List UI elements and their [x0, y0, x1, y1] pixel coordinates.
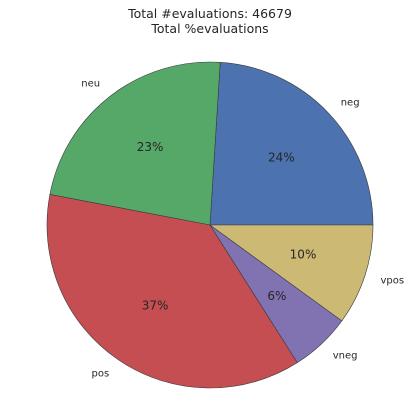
chart-title-line-2: Total %evaluations: [151, 21, 269, 36]
slice-label-neg: neg: [341, 97, 360, 108]
slice-label-vpos: vpos: [381, 275, 405, 286]
pct-label-vneg: 6%: [267, 289, 286, 303]
pct-label-neg: 24%: [268, 151, 295, 165]
pct-label-neu: 23%: [137, 140, 164, 154]
pct-label-pos: 37%: [142, 298, 169, 312]
slice-label-neu: neu: [81, 78, 100, 89]
chart-title-line-1: Total #evaluations: 46679: [128, 6, 292, 21]
pct-label-vpos: 10%: [290, 248, 317, 262]
slice-label-vneg: vneg: [333, 351, 358, 362]
pie-slice-neu: [49, 61, 221, 226]
slice-label-pos: pos: [92, 368, 110, 379]
pie-slice-pos: [46, 194, 298, 389]
pie-slice-vpos: [209, 224, 374, 322]
pie-slices: [46, 61, 374, 389]
pie-labels: neg 24% neu 23% pos 37% vneg 6% vpos 10%: [81, 78, 404, 379]
pie-slice-neg: [209, 62, 374, 226]
